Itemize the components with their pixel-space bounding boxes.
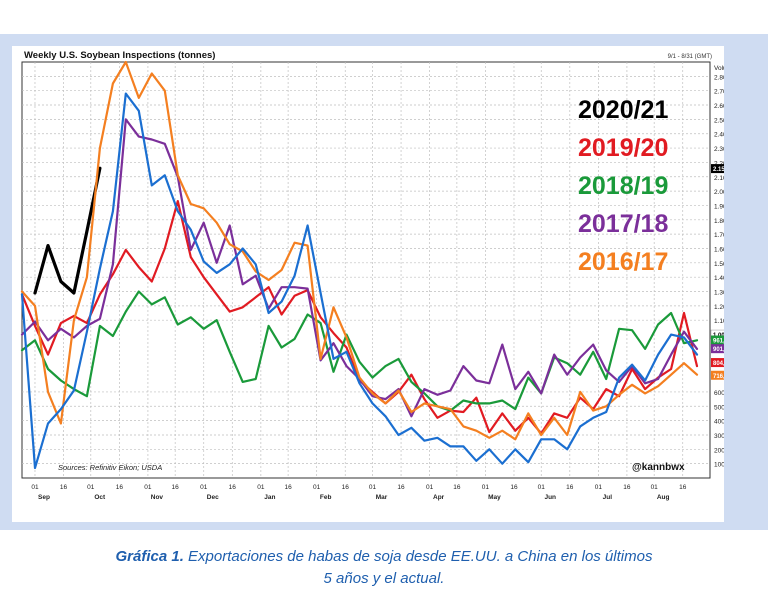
x-tick-day: 16 [453,484,461,491]
y-tick-label: 2.000M [714,189,724,196]
date-range-note: 9/1 - 8/31 (GMT) [668,54,712,60]
value-badge-label: 716,171 [713,374,724,380]
source-note: Sources: Refinitiv Eikon; USDA [58,463,162,472]
x-tick-day: 01 [200,484,208,491]
value-badge [711,335,724,345]
x-tick-day: 01 [144,484,152,491]
author-credit: @kannbwx [632,462,685,473]
x-tick-day: 01 [651,484,659,491]
x-tick-day: 16 [679,484,687,491]
x-tick-month: Aug [657,494,670,501]
y-tick-label: 2.400M [714,132,724,139]
y-tick-label: 1.700M [714,232,724,239]
value-badge [711,358,724,368]
legend-entry: 2019/20 [578,134,668,162]
x-tick-day: 01 [87,484,95,491]
soybean-inspections-chart: 100,000 200,000 300,000 400,000 500,000 600,0… [20,50,724,501]
value-badge-label: 961,964 [713,339,724,345]
chart-title: Weekly U.S. Soybean Inspections (tonnes) [24,50,215,61]
y-tick-label: 300,000 [714,433,724,440]
x-tick-month: May [488,494,501,501]
y-tick-label: 2.300M [714,146,724,153]
value-badge [711,164,724,174]
y-tick-label: 1.300M [714,290,724,297]
x-tick-month: Jul [603,494,613,501]
value-badge-label: 2.157M [713,167,724,173]
value-badge-label: 804,751 [713,361,724,367]
x-tick-day: 01 [369,484,377,491]
y-tick-label: 1.900M [714,203,724,210]
x-tick-day: 16 [116,484,124,491]
x-tick-day: 16 [229,484,237,491]
x-tick-month: Jun [544,494,556,501]
x-tick-month: Jan [264,494,275,501]
x-tick-day: 16 [342,484,350,491]
x-tick-day: 01 [426,484,434,491]
y-tick-label: 2.800M [714,74,724,81]
value-badge [711,370,724,380]
x-tick-month: Mar [376,494,388,501]
x-tick-day: 16 [172,484,180,491]
caption-line2: 5 años y el actual. [323,570,445,587]
plot-frame [21,61,711,479]
y-tick-label: 600,000 [714,390,724,397]
y-tick-label: 2.600M [714,103,724,110]
figure-caption: Gráfica 1. Exportaciones de habas de soj… [0,546,768,590]
y-tick-label: 1.500M [714,261,724,268]
y-tick-label: 2.100M [714,175,724,182]
x-tick-month: Apr [433,494,445,501]
x-tick-day: 16 [397,484,405,491]
y-tick-label: 1.400M [714,275,724,282]
series-line [20,290,699,412]
y-tick-label: 200,000 [714,447,724,454]
y-tick-label: 1.100M [714,318,724,325]
x-tick-day: 16 [566,484,574,491]
y-axis-title: Volume [714,65,724,72]
y-tick-label: 2.200M [714,160,724,167]
value-badge-label: 901,620 [713,347,724,353]
legend-entry: 2018/19 [578,172,668,200]
x-tick-day: 01 [482,484,490,491]
y-tick-label: 400,000 [714,419,724,426]
y-tick-label: 100,000 [714,462,724,469]
legend-entry: 2020/21 [578,96,668,124]
x-tick-day: 16 [60,484,68,491]
x-tick-month: Feb [320,494,332,501]
series-line [20,92,699,470]
value-badge [710,329,724,340]
x-tick-month: Nov [151,494,164,501]
series-line [20,60,699,441]
y-tick-label: 1.600M [714,246,724,253]
y-tick-label: 500,000 [714,404,724,411]
x-tick-day: 01 [31,484,39,491]
x-tick-day: 01 [538,484,546,491]
y-tick-label: 2.700M [714,89,724,96]
x-tick-day: 01 [313,484,321,491]
x-tick-month: Dec [207,494,219,501]
y-tick-label: 1.800M [714,218,724,225]
legend-entry: 2016/17 [578,248,668,276]
value-badge [711,344,724,354]
caption-line1: Exportaciones de habas de soja desde EE.… [183,548,653,565]
y-tick-label: 1.200M [714,304,724,311]
caption-lead: Gráfica 1. [115,548,184,565]
legend-entry: 2017/18 [578,210,668,238]
x-tick-day: 16 [284,484,292,491]
series-line [33,166,102,295]
x-tick-month: Sep [38,494,50,501]
y-tick-label: 2.500M [714,117,724,124]
x-tick-day: 16 [623,484,631,491]
x-tick-month: Oct [94,494,106,501]
x-tick-day: 16 [510,484,518,491]
x-tick-day: 01 [595,484,603,491]
x-tick-day: 01 [257,484,265,491]
chart-area: 100,000 200,000 300,000 400,000 500,000 600,0… [12,46,724,522]
